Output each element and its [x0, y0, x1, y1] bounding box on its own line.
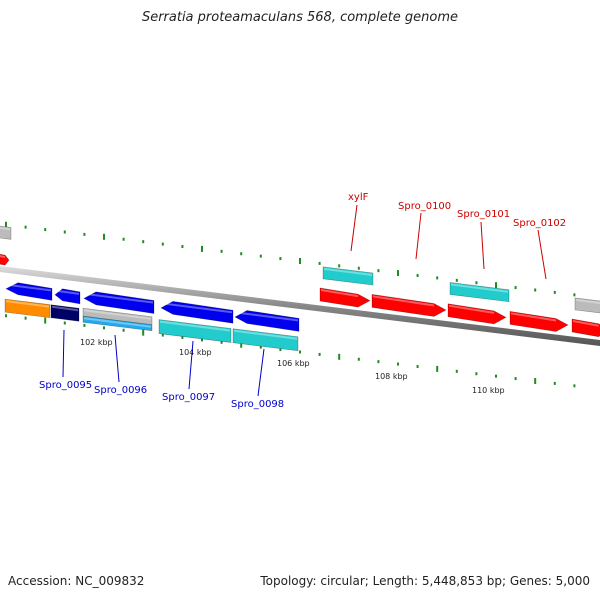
gene-label-spro-0095: Spro_0095	[39, 380, 92, 391]
gene-forward-spro-0102-highlight	[511, 312, 556, 322]
gene-other-left-highlight	[0, 226, 10, 231]
leader-spro-0095	[62, 329, 65, 378]
gene-other-right-highlight	[576, 298, 600, 305]
leader-spro-0096	[114, 334, 120, 383]
gene-other-left	[0, 225, 12, 240]
genome-summary-text: Topology: circular; Length: 5,448,853 bp…	[260, 574, 590, 588]
gene-blue-strip-spro-0096-highlight	[84, 317, 151, 328]
gene-blue-strip-spro-0096	[82, 315, 153, 332]
gene-orange-spro-0095-highlight	[6, 300, 49, 308]
gene-label-spro-0102: Spro_0102	[513, 218, 566, 229]
gene-reverse-spro-0098	[234, 310, 300, 332]
gene-navy-highlight	[52, 305, 78, 312]
gene-rna-xylF-highlight	[324, 267, 372, 276]
gene-reverse-2-highlight	[56, 289, 79, 295]
accession-text: Accession: NC_009832	[8, 574, 145, 588]
gene-reverse-1-highlight	[7, 283, 51, 292]
gene-other-spro-0096-highlight	[84, 309, 151, 320]
gene-forward-spro-0100-highlight	[373, 295, 434, 307]
gene-reverse-spro-0096	[83, 291, 155, 314]
gene-reverse-spro-0098-highlight	[236, 311, 298, 322]
gene-forward-xylF	[319, 287, 371, 308]
gene-reverse-spro-0096-highlight	[85, 292, 153, 304]
gene-label-xylF: xylF	[348, 192, 369, 203]
gene-label-spro-0100: Spro_0100	[398, 201, 451, 212]
gene-forward-spro-0101	[447, 303, 507, 325]
gene-forward-spro-0102	[509, 311, 569, 332]
scale-label-108: 108 kbp	[375, 372, 408, 381]
gene-rna-spro-0098-highlight	[234, 329, 297, 340]
scale-label-110: 110 kbp	[472, 386, 505, 395]
gene-rna-spro-0101	[449, 282, 510, 303]
gene-navy	[50, 304, 80, 322]
gene-forward-right-fragment	[571, 318, 600, 338]
gene-label-spro-0098: Spro_0098	[231, 399, 284, 410]
gene-forward-spro-0100	[371, 294, 447, 317]
gene-reverse-1	[5, 282, 53, 301]
leader-spro-0098	[257, 348, 265, 397]
gene-rna-xylF	[322, 266, 374, 286]
gene-forward-spro-0101-highlight	[449, 304, 494, 314]
gene-rna-spro-0097	[158, 319, 232, 343]
map-title: Serratia proteamaculans 568, complete ge…	[141, 10, 459, 25]
scale-label-102: 102 kbp	[80, 338, 113, 347]
leader-spro-0101	[480, 221, 485, 270]
gene-forward-right-fragment-highlight	[573, 320, 599, 327]
scale-label-106: 106 kbp	[277, 359, 310, 368]
genome-backbone	[0, 266, 600, 346]
gene-features	[0, 225, 600, 352]
leader-spro-0097	[188, 340, 194, 390]
gene-reverse-spro-0097-highlight	[162, 302, 232, 314]
gene-rna-spro-0098	[232, 328, 299, 352]
leader-xylF	[350, 204, 358, 252]
gene-forward-left-fragment	[0, 253, 10, 266]
gene-label-spro-0101: Spro_0101	[457, 209, 510, 220]
coordinate-ticks	[5, 221, 576, 388]
gene-other-right	[574, 297, 600, 314]
gene-label-spro-0096: Spro_0096	[94, 385, 147, 396]
gene-forward-xylF-highlight	[321, 288, 358, 298]
scale-label-104: 104 kbp	[179, 348, 212, 357]
gene-label-spro-0097: Spro_0097	[162, 392, 215, 403]
gene-forward-left-fragment-highlight	[0, 255, 6, 259]
label-leaders	[62, 204, 547, 397]
leader-spro-0102	[537, 229, 547, 280]
leader-spro-0100	[415, 212, 422, 260]
gene-rna-spro-0097-highlight	[160, 320, 230, 332]
gene-reverse-2	[54, 288, 81, 305]
gene-orange-spro-0095	[4, 298, 51, 319]
gene-rna-spro-0101-highlight	[451, 283, 508, 293]
gene-reverse-spro-0097	[160, 301, 234, 324]
